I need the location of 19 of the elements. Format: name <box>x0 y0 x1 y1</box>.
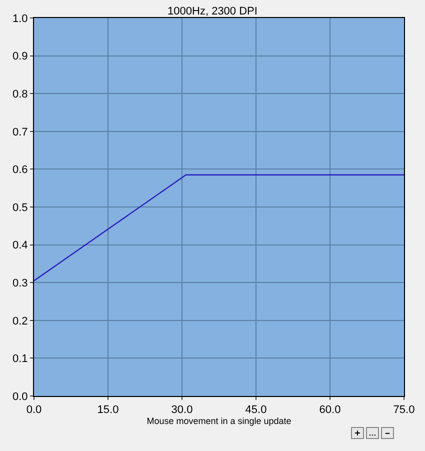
x-tick-label: 75.0 <box>393 404 415 416</box>
y-tick-label: 0.6 <box>12 164 28 176</box>
y-tick-label: 0.1 <box>12 353 28 366</box>
chart-title: 1000Hz, 2300 DPI <box>168 5 258 18</box>
x-tick-label: 0.0 <box>26 404 42 416</box>
x-tick-label: 15.0 <box>97 404 119 416</box>
y-tick-label: 0.9 <box>12 50 28 63</box>
y-tick-label: 0.5 <box>12 202 28 214</box>
y-tick-label: 0.8 <box>12 88 28 100</box>
x-tick-label: 45.0 <box>245 404 267 416</box>
x-tick-label: 60.0 <box>319 404 341 416</box>
y-tick-label: 0.0 <box>12 390 28 403</box>
y-tick-label: 0.2 <box>12 315 28 328</box>
y-tick-label: 0.7 <box>12 126 28 138</box>
x-tick-label: 30.0 <box>171 404 193 416</box>
y-tick-label: 0.3 <box>12 277 28 290</box>
x-axis-title: Mouse movement in a single update <box>146 416 292 426</box>
y-tick-label: 1.0 <box>12 12 28 25</box>
y-tick-label: 0.4 <box>12 240 28 252</box>
